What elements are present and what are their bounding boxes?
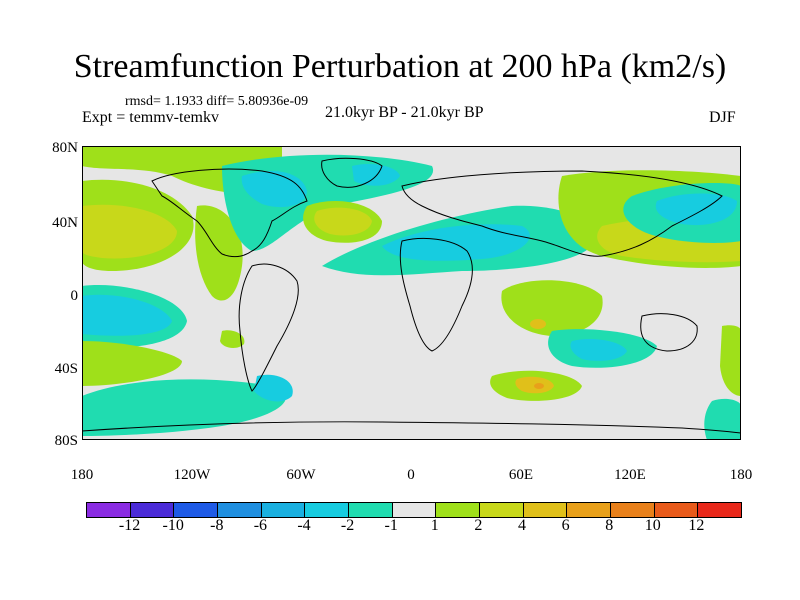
contour-pos: [220, 330, 245, 348]
contour-neg: [382, 224, 530, 261]
colorbar-swatch: [611, 503, 655, 517]
colorbar-label: -10: [162, 517, 184, 534]
colorbar-swatch: [392, 503, 437, 517]
africa-outline: [399, 237, 473, 352]
colorbar-label: 2: [474, 517, 483, 534]
colorbar-swatch: [305, 503, 350, 517]
colorbar-swatch: [567, 503, 612, 517]
colorbar-swatch: [523, 503, 568, 517]
antarctica-outline: [82, 421, 741, 434]
colorbar-label: -12: [118, 517, 141, 534]
season-label: DJF: [709, 109, 736, 126]
lon-label: 0: [407, 467, 415, 483]
colorbar-swatch: [218, 503, 262, 517]
stats-line: rmsd= 1.1933 diff= 5.80936e-09: [125, 94, 309, 109]
contour-pos: [82, 204, 177, 259]
contour-neg: [655, 193, 737, 226]
colorbar-label: 6: [561, 517, 570, 534]
australia-outline: [640, 313, 698, 352]
lat-label: 80S: [54, 433, 78, 449]
lon-label: 180: [70, 467, 94, 483]
colorbar-swatch: [130, 503, 175, 517]
lat-label: 40S: [54, 361, 78, 377]
colorbar-label: -1: [384, 517, 398, 534]
colorbar-label: -8: [210, 517, 224, 534]
contour-neg: [82, 294, 172, 336]
europe-asia-outline: [401, 170, 723, 257]
north-america-outline: [151, 168, 308, 258]
lon-label: 60W: [286, 467, 316, 483]
lat-label: 0: [70, 288, 79, 304]
colorbar-swatch: [174, 503, 219, 517]
colorbar-label: -6: [253, 517, 268, 534]
colorbar-swatch: [261, 503, 306, 517]
colorbar-label: -2: [340, 517, 355, 534]
plot-title: Streamfunction Perturbation at 200 hPa (…: [73, 48, 727, 85]
period-label: 21.0kyr BP - 21.0kyr BP: [325, 104, 484, 121]
contour-pos: [501, 280, 603, 336]
contour-pos: [314, 207, 372, 236]
lon-label: 60E: [508, 467, 534, 483]
contour-neg: [704, 398, 741, 440]
contour-pos: [82, 341, 182, 386]
colorbar-swatch: [87, 503, 131, 517]
contour-neg: [82, 379, 286, 436]
greenland-outline: [321, 157, 383, 188]
colorbar-swatch: [480, 503, 524, 517]
colorbar-label: 1: [430, 517, 439, 534]
lat-label: 40N: [52, 215, 78, 231]
contour-neg: [254, 374, 293, 402]
coastlines: [82, 157, 741, 434]
colorbar-label: 4: [518, 517, 526, 534]
colorbar-label: 8: [605, 517, 614, 534]
contour-neg: [570, 339, 627, 361]
colorbar-swatch: [698, 503, 742, 517]
contour-neg: [720, 325, 741, 396]
experiment-label: Expt = temmv-temkv: [82, 109, 219, 126]
lon-label: 120E: [614, 467, 646, 483]
contour-pos: [534, 383, 544, 389]
colorbar-swatch: [436, 503, 481, 517]
colorbar-swatch: [349, 503, 393, 517]
lon-label: 180: [729, 467, 753, 483]
colorbar-label: 12: [688, 517, 705, 534]
south-america-outline: [238, 263, 299, 392]
contour-fills: [82, 146, 741, 440]
contour-pos: [530, 319, 546, 329]
lon-label: 120W: [173, 467, 211, 483]
lat-label: 80N: [52, 140, 78, 156]
map-frame: [82, 146, 741, 440]
colorbar: [86, 502, 742, 518]
world-map: [82, 146, 741, 440]
contour-neg: [352, 164, 400, 186]
colorbar-label: 10: [644, 517, 661, 534]
colorbar-swatch: [654, 503, 699, 517]
contour-pos: [195, 205, 243, 301]
colorbar-label: -4: [297, 517, 311, 534]
